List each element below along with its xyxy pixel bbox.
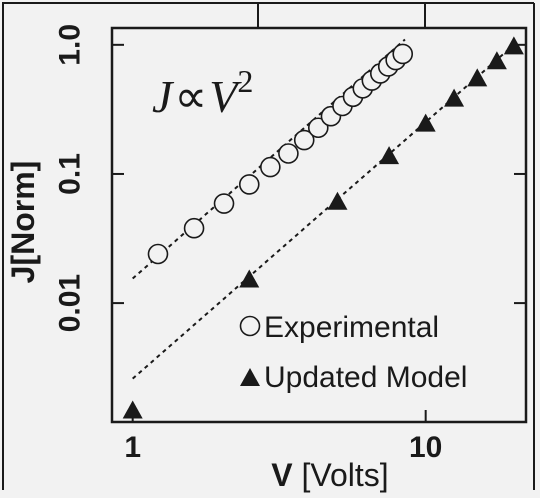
legend: Experimental Updated Model xyxy=(239,311,467,394)
model-point xyxy=(503,36,524,55)
model-point xyxy=(379,146,400,165)
x-axis-title-rest: [Volts] xyxy=(293,457,389,493)
plot-frame xyxy=(110,26,528,424)
model-point xyxy=(239,269,260,288)
y-tick-label: 0.1 xyxy=(54,153,87,195)
model-point xyxy=(415,113,436,132)
model-point xyxy=(444,88,465,107)
data-marks xyxy=(122,36,524,419)
model-point xyxy=(486,51,507,70)
x-axis-title-bold: V xyxy=(271,457,293,493)
y-axis-title: J[Norm] xyxy=(5,161,41,284)
experimental-point xyxy=(392,43,414,65)
experimental-point xyxy=(183,217,205,239)
experimental-point xyxy=(147,243,169,265)
y-tick-label: 0.01 xyxy=(54,274,87,332)
model-point xyxy=(467,68,488,87)
annotation-lhs: J xyxy=(152,71,175,122)
legend-label-model: Updated Model xyxy=(264,361,467,394)
model-point xyxy=(327,191,348,210)
x-tick-label: 1 xyxy=(124,431,141,464)
experimental-point xyxy=(293,129,315,151)
annotation-rhs: V xyxy=(209,71,242,122)
legend-label-experimental: Experimental xyxy=(264,311,439,344)
x-tick-label: 10 xyxy=(409,431,442,464)
legend-marker-experimental xyxy=(239,315,261,337)
x-axis-title: V [Volts] xyxy=(271,457,388,493)
annotation-symbol: ∝ xyxy=(174,71,207,122)
legend-marker-model xyxy=(240,368,260,386)
axis-ticks: 1.0 0.1 0.01 1 10 xyxy=(54,24,526,464)
model-point xyxy=(122,400,143,419)
experimental-point xyxy=(238,174,260,195)
experimental-point xyxy=(213,193,235,214)
scaling-annotation: J∝V2 xyxy=(152,63,253,122)
annotation-exponent: 2 xyxy=(237,63,253,99)
experimental-point xyxy=(260,156,281,178)
experimental-point xyxy=(278,143,299,164)
y-tick-label: 1.0 xyxy=(54,24,87,66)
experimental-point xyxy=(307,117,329,139)
